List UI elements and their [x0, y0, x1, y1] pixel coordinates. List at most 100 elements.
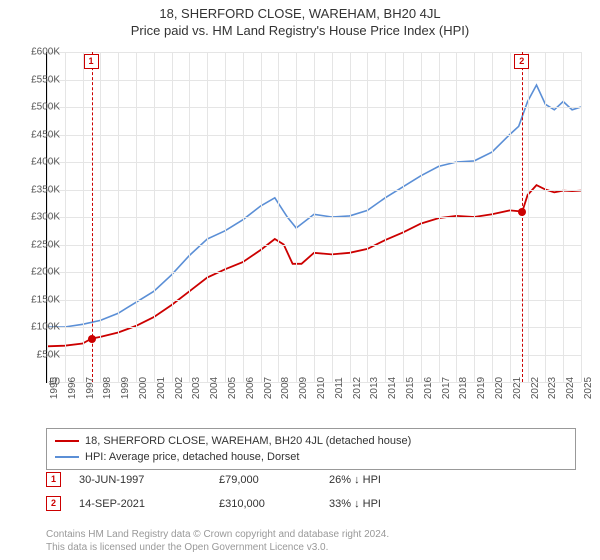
gridline-v — [439, 52, 440, 382]
x-axis-label: 2023 — [547, 377, 558, 399]
sale-2-date: 14-SEP-2021 — [79, 498, 219, 510]
y-axis-label: £400K — [10, 157, 60, 168]
x-axis-label: 2013 — [369, 377, 380, 399]
legend-swatch-hpi — [55, 456, 79, 458]
sale-marker-2-icon: 2 — [46, 496, 61, 511]
y-axis-label: £350K — [10, 184, 60, 195]
x-axis-label: 1998 — [102, 377, 113, 399]
chart-container: 18, SHERFORD CLOSE, WAREHAM, BH20 4JL Pr… — [0, 0, 600, 560]
x-axis-label: 2005 — [227, 377, 238, 399]
x-axis-label: 1997 — [85, 377, 96, 399]
legend-label-hpi: HPI: Average price, detached house, Dors… — [85, 451, 299, 463]
gridline-v — [100, 52, 101, 382]
x-axis-label: 1996 — [67, 377, 78, 399]
x-axis-label: 2017 — [441, 377, 452, 399]
gridline-v — [314, 52, 315, 382]
title-block: 18, SHERFORD CLOSE, WAREHAM, BH20 4JL Pr… — [0, 0, 600, 38]
y-axis-label: £150K — [10, 294, 60, 305]
gridline-v — [367, 52, 368, 382]
gridline-v — [154, 52, 155, 382]
gridline-v — [296, 52, 297, 382]
x-axis-label: 1995 — [49, 377, 60, 399]
gridline-v — [563, 52, 564, 382]
gridline-v — [528, 52, 529, 382]
sale-2-delta: 33% ↓ HPI — [329, 498, 381, 510]
x-axis-label: 2012 — [352, 377, 363, 399]
y-axis-label: £300K — [10, 212, 60, 223]
gridline-v — [243, 52, 244, 382]
y-axis-label: £600K — [10, 47, 60, 58]
gridline-v — [581, 52, 582, 382]
chart-plot-area: 12 — [46, 52, 581, 383]
gridline-v — [510, 52, 511, 382]
gridline-v — [474, 52, 475, 382]
x-axis-label: 2002 — [174, 377, 185, 399]
x-axis-label: 2021 — [512, 377, 523, 399]
y-axis-label: £250K — [10, 239, 60, 250]
marker-line-1 — [92, 52, 93, 382]
x-axis-label: 2024 — [565, 377, 576, 399]
x-axis-label: 2020 — [494, 377, 505, 399]
legend-row-price: 18, SHERFORD CLOSE, WAREHAM, BH20 4JL (d… — [55, 433, 567, 449]
gridline-v — [332, 52, 333, 382]
gridline-v — [207, 52, 208, 382]
marker-dot-2 — [518, 208, 526, 216]
y-axis-label: £100K — [10, 322, 60, 333]
x-axis-label: 2009 — [298, 377, 309, 399]
x-axis-label: 2001 — [156, 377, 167, 399]
marker-box-1: 1 — [84, 54, 99, 69]
footer-attribution: Contains HM Land Registry data © Crown c… — [46, 528, 389, 554]
x-axis-label: 2010 — [316, 377, 327, 399]
sale-1-delta: 26% ↓ HPI — [329, 474, 381, 486]
gridline-v — [172, 52, 173, 382]
gridline-v — [421, 52, 422, 382]
y-axis-label: £500K — [10, 102, 60, 113]
x-axis-label: 2025 — [583, 377, 594, 399]
x-axis-label: 2011 — [334, 377, 345, 399]
gridline-v — [456, 52, 457, 382]
x-axis-label: 2014 — [387, 377, 398, 399]
y-axis-label: £450K — [10, 129, 60, 140]
legend-row-hpi: HPI: Average price, detached house, Dors… — [55, 449, 567, 465]
x-axis-label: 2004 — [209, 377, 220, 399]
gridline-v — [189, 52, 190, 382]
sale-row-1: 1 30-JUN-1997 £79,000 26% ↓ HPI — [46, 472, 576, 487]
x-axis-label: 2019 — [476, 377, 487, 399]
sale-1-price: £79,000 — [219, 474, 329, 486]
gridline-v — [65, 52, 66, 382]
gridline-v — [492, 52, 493, 382]
gridline-v — [385, 52, 386, 382]
sale-2-price: £310,000 — [219, 498, 329, 510]
sale-row-2: 2 14-SEP-2021 £310,000 33% ↓ HPI — [46, 496, 576, 511]
x-axis-label: 1999 — [120, 377, 131, 399]
legend: 18, SHERFORD CLOSE, WAREHAM, BH20 4JL (d… — [46, 428, 576, 470]
y-axis-label: £200K — [10, 267, 60, 278]
marker-box-2: 2 — [514, 54, 529, 69]
marker-line-2 — [522, 52, 523, 382]
x-axis-label: 2015 — [405, 377, 416, 399]
x-axis-label: 2007 — [263, 377, 274, 399]
x-axis-label: 2008 — [280, 377, 291, 399]
x-axis-label: 2018 — [458, 377, 469, 399]
gridline-v — [225, 52, 226, 382]
chart-title: 18, SHERFORD CLOSE, WAREHAM, BH20 4JL — [0, 6, 600, 21]
sale-marker-1-icon: 1 — [46, 472, 61, 487]
x-axis-label: 2006 — [245, 377, 256, 399]
gridline-v — [261, 52, 262, 382]
legend-swatch-price — [55, 440, 79, 442]
gridline-v — [83, 52, 84, 382]
gridline-v — [403, 52, 404, 382]
marker-dot-1 — [88, 335, 96, 343]
gridline-v — [278, 52, 279, 382]
gridline-v — [545, 52, 546, 382]
x-axis-label: 2016 — [423, 377, 434, 399]
gridline-v — [350, 52, 351, 382]
sale-1-date: 30-JUN-1997 — [79, 474, 219, 486]
legend-label-price: 18, SHERFORD CLOSE, WAREHAM, BH20 4JL (d… — [85, 435, 411, 447]
y-axis-label: £550K — [10, 74, 60, 85]
x-axis-label: 2000 — [138, 377, 149, 399]
x-axis-label: 2022 — [530, 377, 541, 399]
x-axis-label: 2003 — [191, 377, 202, 399]
footer-line1: Contains HM Land Registry data © Crown c… — [46, 528, 389, 541]
y-axis-label: £50K — [10, 349, 60, 360]
